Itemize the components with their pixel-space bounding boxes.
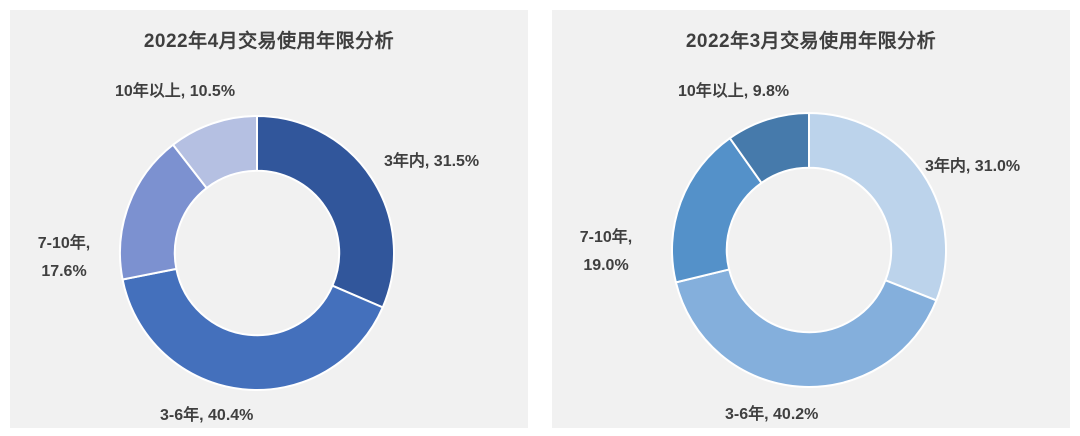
donut-slice-4 [728, 112, 810, 184]
slice-label-3-6y: 3-6年, 40.4% [160, 407, 254, 424]
donut-chart [119, 115, 395, 391]
donut-slice-4 [172, 115, 258, 190]
slice-label-under-3y: 3年内, 31.5% [384, 153, 480, 170]
donut-slice-2 [121, 267, 384, 391]
slice-label-7-10y: 7-10年, 19.0% [560, 224, 652, 280]
slice-label-over-10y: 10年以上, 9.8% [678, 83, 790, 100]
slice-label-over-10y: 10年以上, 10.5% [115, 83, 236, 100]
slice-label-7-10y: 7-10年, 17.6% [18, 230, 110, 286]
slice-label-line: 7-10年, [37, 235, 91, 252]
chart-title: 2022年4月交易使用年限分析 [143, 31, 395, 52]
slice-label-3-6y: 3-6年, 40.2% [725, 406, 819, 423]
chart-title: 2022年3月交易使用年限分析 [685, 31, 937, 52]
donut-slice-2 [674, 268, 938, 388]
chart-panel-2022-04: 2022年4月交易使用年限分析 10年以上, 10.5% 3年内, 31.5% … [10, 10, 528, 428]
donut-slice-1 [256, 115, 395, 309]
slice-label-line: 17.6% [41, 263, 87, 280]
slice-label-under-3y: 3年内, 31.0% [925, 158, 1021, 175]
slice-label-line: 19.0% [583, 257, 629, 274]
chart-panel-2022-03: 2022年3月交易使用年限分析 10年以上, 9.8% 3年内, 31.0% 7… [552, 10, 1070, 428]
slice-label-line: 7-10年, [579, 229, 633, 246]
donut-slice-1 [808, 112, 947, 302]
donut-chart [671, 112, 947, 388]
